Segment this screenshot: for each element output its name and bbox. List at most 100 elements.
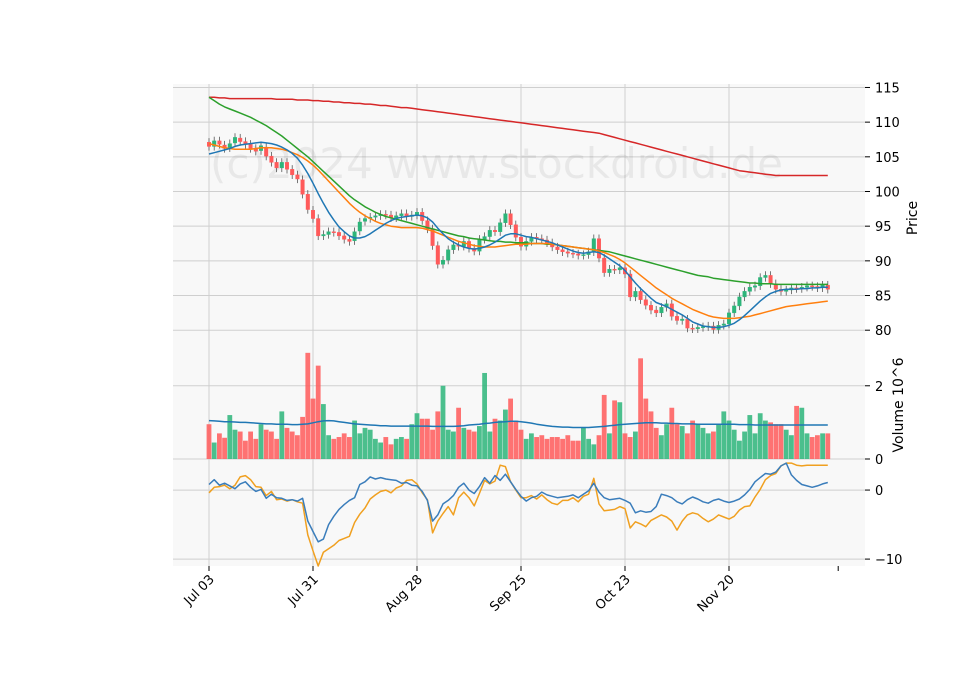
volume-bar [596,435,602,459]
price-panel-background [173,84,865,351]
volume-bar [768,422,773,459]
volume-bar [716,424,721,459]
candle-body [295,174,300,180]
volume-bar [367,429,373,459]
candle-body [805,285,810,288]
candle-body [248,144,253,149]
candle-body [212,140,217,147]
volume-bar [477,426,482,459]
volume-bar [737,440,742,459]
candle-body [659,307,664,314]
candle-body [285,162,290,170]
volume-bar [705,433,711,459]
x-tick-label: Jul 03 [181,572,218,609]
candle-body [571,253,576,255]
candle-body [638,291,643,300]
volume-bar [513,420,519,459]
price-tick-label: 110 [875,116,900,131]
price-tick-label: 100 [875,185,900,200]
volume-bar [695,424,701,459]
candle-body [649,305,654,311]
volume-bar [539,435,545,459]
volume-bar [664,424,669,459]
candle-body [763,275,768,278]
volume-bar [279,411,285,459]
volume-bar [466,429,472,459]
price-tick-label: 80 [875,324,892,339]
volume-bar [341,433,347,459]
oscillator-line-1 [208,462,828,543]
volume-bar [820,433,825,459]
volume-bar [653,427,659,459]
candle-body [498,222,503,232]
volume-bar [300,416,305,459]
candle-body [503,213,508,223]
volume-average-line [208,419,828,429]
volume-bar [404,438,409,459]
oscillator-tick-label: −10 [875,553,902,568]
ma-mid-line [208,142,828,320]
candle-body [617,267,622,271]
volume-bar [591,444,597,459]
volume-bar [789,435,794,459]
volume-bar [825,433,831,459]
volume-bar [315,365,321,459]
candle-body [238,137,243,142]
volume-bar [248,431,253,459]
volume-bar [685,433,690,459]
volume-bar [284,427,290,459]
candle-body [232,137,237,144]
x-tick-label: Sep 25 [487,572,530,615]
volume-bar [529,433,534,459]
candle-body [227,143,232,149]
volume-bar [456,407,461,459]
volume-bar [269,431,274,459]
candle-body [690,327,695,330]
volume-bar [544,438,550,459]
volume-bar [794,405,799,459]
volume-bar [555,437,560,459]
candle-body [487,230,492,237]
volume-bar [321,404,326,459]
price-tick-label: 95 [875,220,892,235]
volume-bar [731,429,737,459]
candle-body [357,221,362,232]
candle-body [695,327,700,330]
volume-bar [383,437,389,459]
candle-body [316,218,321,237]
x-tick-label: Jul 31 [285,572,322,609]
volume-bar [471,431,477,459]
candle-body [643,299,648,306]
volume-bar [461,427,467,459]
candle-body [607,268,612,273]
volume-bar [638,358,643,459]
volume-bar [773,424,779,459]
volume-bar [430,429,435,459]
volume-bar [669,407,675,459]
candle-body [742,291,747,298]
volume-bar [549,437,555,459]
volume-bar [659,435,664,459]
candle-body [347,239,352,242]
candle-body [482,236,487,240]
candle-body [747,286,752,292]
volume-bar [643,398,649,459]
volume-bar [518,429,524,459]
candle-body [373,215,378,218]
volume-bar [747,415,753,459]
volume-bar [508,398,513,459]
volume-bar [206,424,212,459]
volume-bar [425,418,430,459]
volume-bar [217,433,222,459]
volume-bar [757,413,763,459]
candle-body [685,318,690,329]
candle-body [274,162,279,169]
volume-bar [289,431,295,459]
volume-bar [586,438,591,459]
volume-bar [414,413,420,459]
volume-bar [482,372,487,459]
oscillator-panel-background [173,459,865,566]
oscillator-lines [208,462,828,567]
volume-bar [487,431,493,459]
